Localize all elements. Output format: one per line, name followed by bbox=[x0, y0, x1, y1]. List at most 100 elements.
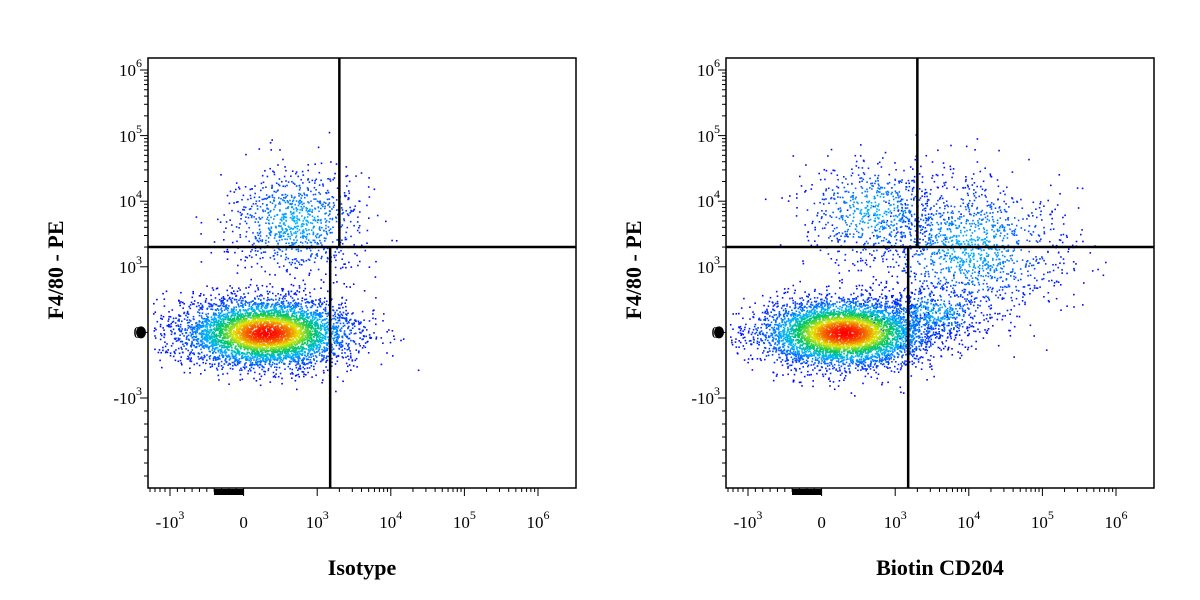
data-point bbox=[223, 346, 226, 349]
data-point bbox=[244, 303, 246, 305]
data-point bbox=[224, 340, 226, 342]
data-point bbox=[346, 348, 349, 351]
data-point bbox=[300, 178, 302, 181]
data-point bbox=[300, 303, 302, 305]
data-point bbox=[270, 216, 272, 219]
data-point bbox=[310, 244, 313, 247]
data-point bbox=[255, 302, 257, 304]
data-point bbox=[308, 213, 311, 216]
data-point bbox=[175, 325, 178, 327]
data-point bbox=[261, 302, 264, 305]
data-point bbox=[275, 318, 277, 321]
data-point bbox=[203, 330, 205, 333]
data-point bbox=[324, 312, 327, 315]
data-point bbox=[314, 220, 317, 222]
data-point bbox=[358, 225, 361, 227]
data-point bbox=[231, 319, 233, 321]
data-point bbox=[307, 189, 309, 191]
data-point bbox=[301, 348, 303, 350]
data-point bbox=[279, 218, 282, 221]
data-point bbox=[315, 337, 318, 339]
data-point bbox=[315, 321, 317, 323]
data-point bbox=[220, 324, 223, 326]
data-point bbox=[210, 333, 213, 336]
data-point bbox=[328, 340, 330, 342]
data-point bbox=[220, 323, 223, 325]
data-point bbox=[321, 325, 324, 327]
data-point bbox=[310, 334, 312, 337]
data-point bbox=[228, 332, 231, 334]
data-point bbox=[333, 256, 336, 259]
data-point bbox=[324, 332, 327, 334]
data-point bbox=[338, 319, 341, 322]
data-point bbox=[324, 308, 327, 311]
data-point bbox=[166, 343, 168, 345]
data-point bbox=[391, 330, 394, 332]
data-point bbox=[268, 318, 270, 321]
data-point bbox=[346, 370, 348, 373]
data-point bbox=[325, 224, 327, 227]
data-point bbox=[282, 301, 284, 304]
data-point bbox=[220, 360, 223, 363]
data-point bbox=[303, 319, 305, 322]
data-point bbox=[203, 354, 206, 357]
data-point bbox=[244, 355, 247, 358]
data-point bbox=[282, 311, 284, 314]
data-point bbox=[261, 317, 264, 320]
data-point bbox=[224, 307, 227, 309]
data-point bbox=[280, 346, 283, 349]
data-point bbox=[262, 181, 265, 184]
data-point bbox=[249, 364, 252, 366]
data-point bbox=[230, 308, 233, 310]
data-point bbox=[221, 368, 223, 370]
data-point bbox=[285, 207, 287, 210]
data-point bbox=[335, 330, 338, 333]
data-point bbox=[231, 302, 233, 304]
data-point bbox=[199, 333, 201, 335]
data-point bbox=[319, 239, 321, 242]
data-point bbox=[256, 345, 258, 348]
data-point bbox=[240, 296, 242, 298]
data-point bbox=[357, 264, 359, 267]
data-point bbox=[197, 323, 199, 326]
data-point bbox=[250, 366, 253, 369]
data-point bbox=[267, 357, 270, 359]
data-point bbox=[255, 314, 258, 317]
data-point bbox=[291, 258, 294, 261]
data-point bbox=[256, 205, 259, 207]
data-point bbox=[154, 348, 156, 351]
data-point bbox=[212, 341, 214, 344]
data-point bbox=[309, 361, 312, 363]
data-point bbox=[227, 342, 230, 344]
data-point bbox=[281, 317, 283, 319]
data-point bbox=[212, 319, 215, 321]
data-point bbox=[315, 338, 318, 341]
data-point bbox=[316, 330, 318, 332]
data-point bbox=[308, 346, 310, 349]
data-point bbox=[262, 359, 264, 362]
data-point bbox=[273, 171, 275, 174]
data-point bbox=[332, 202, 335, 204]
data-point bbox=[298, 350, 300, 352]
data-point bbox=[239, 309, 241, 312]
data-point bbox=[213, 333, 215, 335]
data-point bbox=[218, 305, 221, 307]
data-point bbox=[325, 366, 327, 368]
data-point bbox=[226, 289, 228, 292]
data-point bbox=[245, 366, 248, 368]
data-point bbox=[281, 287, 283, 290]
data-point bbox=[271, 139, 273, 141]
data-point bbox=[237, 328, 240, 331]
data-point bbox=[264, 314, 267, 316]
data-point bbox=[285, 350, 287, 353]
data-point bbox=[253, 350, 256, 353]
data-point bbox=[338, 251, 340, 254]
data-point bbox=[198, 324, 201, 326]
data-point bbox=[270, 304, 273, 307]
data-point bbox=[326, 232, 328, 234]
data-point bbox=[248, 357, 250, 359]
data-point bbox=[320, 257, 323, 260]
data-point bbox=[278, 178, 281, 180]
data-point bbox=[215, 320, 217, 322]
data-point bbox=[295, 235, 298, 237]
